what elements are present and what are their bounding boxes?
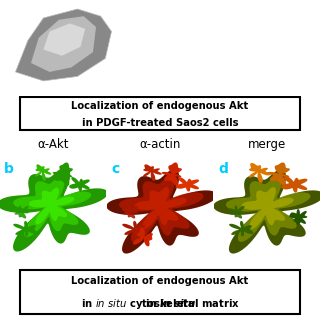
Text: merge: merge: [248, 138, 286, 151]
Polygon shape: [122, 221, 147, 236]
Polygon shape: [44, 23, 85, 56]
Polygon shape: [281, 176, 308, 193]
Polygon shape: [13, 221, 38, 236]
Text: b: b: [4, 162, 14, 176]
Polygon shape: [69, 177, 90, 191]
Text: α-Akt: α-Akt: [37, 138, 69, 151]
Text: in situ: in situ: [160, 299, 195, 309]
Polygon shape: [249, 163, 270, 183]
Polygon shape: [119, 176, 204, 242]
FancyBboxPatch shape: [20, 269, 300, 314]
Polygon shape: [35, 164, 52, 181]
Text: Localization of endogenous Akt: Localization of endogenous Akt: [71, 101, 249, 111]
Polygon shape: [143, 164, 162, 181]
Polygon shape: [267, 163, 290, 186]
Text: in $\mathit{in\ situ}$ cytoskeletal matrix: in $\mathit{in\ situ}$ cytoskeletal matr…: [81, 297, 239, 311]
Polygon shape: [242, 187, 294, 229]
Polygon shape: [29, 188, 75, 224]
Text: d: d: [218, 162, 228, 176]
Text: α-actin: α-actin: [139, 138, 181, 151]
Polygon shape: [133, 227, 153, 246]
Text: c: c: [111, 162, 119, 176]
FancyBboxPatch shape: [20, 97, 300, 130]
Polygon shape: [13, 177, 91, 237]
Polygon shape: [122, 205, 138, 219]
Polygon shape: [106, 170, 217, 253]
Polygon shape: [162, 163, 182, 186]
Polygon shape: [31, 16, 96, 72]
Polygon shape: [229, 205, 245, 219]
Polygon shape: [229, 221, 253, 236]
Polygon shape: [226, 176, 310, 242]
Polygon shape: [176, 177, 199, 191]
Polygon shape: [15, 9, 111, 81]
Polygon shape: [289, 209, 307, 225]
Polygon shape: [135, 187, 187, 229]
Polygon shape: [53, 163, 73, 186]
Polygon shape: [0, 167, 108, 252]
Text: in: in: [146, 299, 160, 309]
Polygon shape: [213, 170, 320, 253]
Text: in PDGF-treated Saos2 cells: in PDGF-treated Saos2 cells: [82, 117, 238, 128]
Polygon shape: [13, 205, 29, 219]
Text: Localization of endogenous Akt: Localization of endogenous Akt: [71, 276, 249, 286]
